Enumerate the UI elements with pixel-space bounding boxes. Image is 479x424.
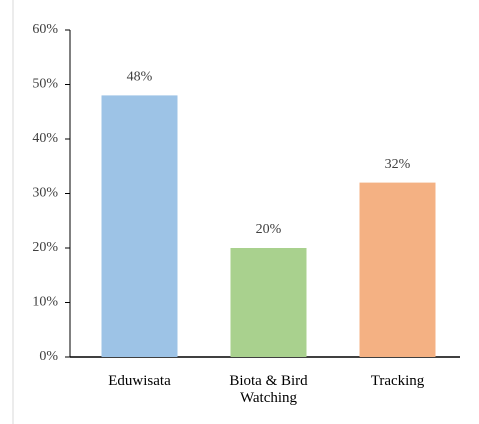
y-tick-label: 60% xyxy=(32,22,58,37)
y-tick-label: 40% xyxy=(32,131,58,146)
y-tick-label: 0% xyxy=(39,349,58,364)
data-label: 48% xyxy=(127,70,153,85)
bar xyxy=(359,182,436,357)
data-label: 32% xyxy=(385,157,411,172)
y-tick-label: 10% xyxy=(32,295,58,310)
x-tick-label: Eduwisata xyxy=(108,373,171,389)
bar xyxy=(230,248,307,357)
y-tick-label: 50% xyxy=(32,77,58,92)
y-tick-label: 20% xyxy=(32,240,58,255)
x-tick-label: Tracking xyxy=(370,373,425,389)
data-label: 20% xyxy=(256,222,282,237)
y-tick-label: 30% xyxy=(32,186,58,201)
bar xyxy=(101,95,178,358)
x-tick-label: Biota & Bird Watching xyxy=(229,373,308,406)
